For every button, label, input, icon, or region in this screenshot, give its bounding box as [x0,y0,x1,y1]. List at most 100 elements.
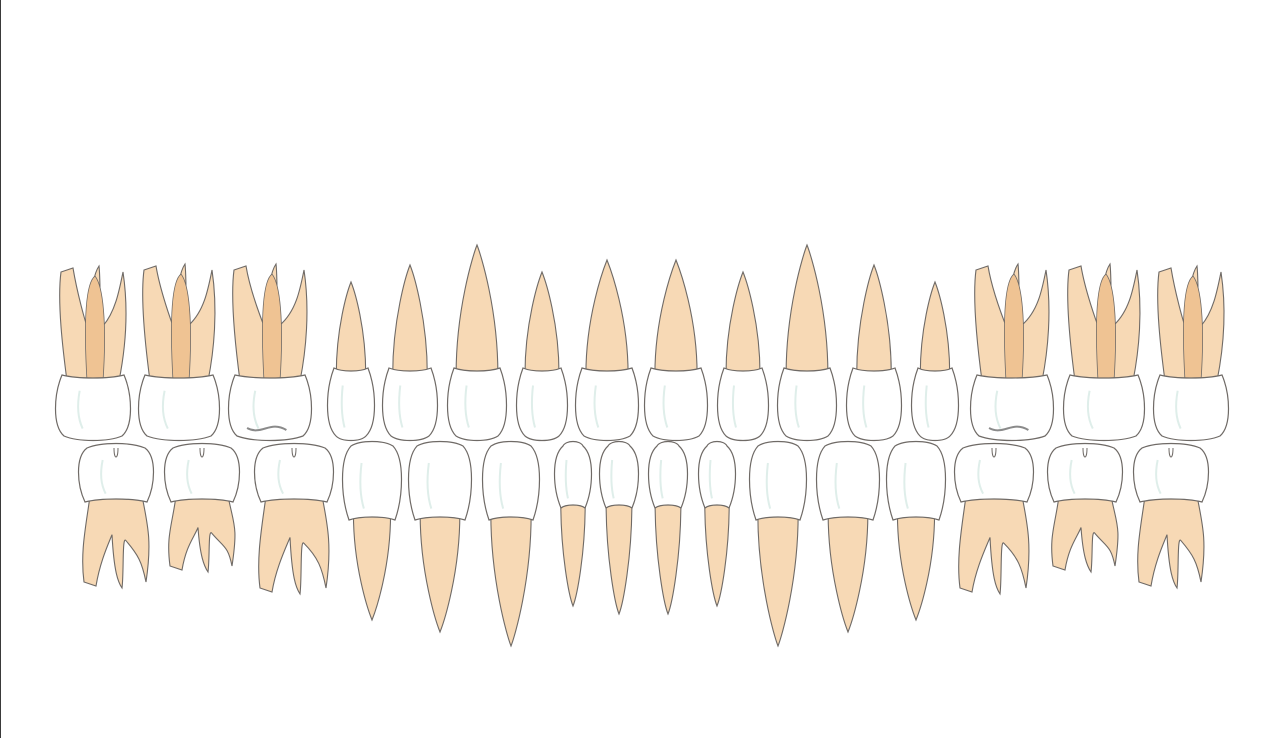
root-shading [1096,273,1116,382]
crown-highlight [277,459,284,495]
upper-tooth-10-lateral-incisor[interactable] [716,270,770,442]
tooth-root [419,513,461,634]
crown-highlight [659,459,664,499]
tooth-root [490,513,532,648]
upper-tooth-1-molar[interactable] [54,264,132,442]
upper-tooth-13-premolar[interactable] [910,280,960,442]
lower-tooth-10-lateral-incisor[interactable] [697,440,737,608]
tooth-root [1051,495,1119,574]
tooth-root [585,258,629,375]
root-shading [1183,275,1203,382]
crown-highlight [593,385,600,428]
upper-tooth-11-canine[interactable] [776,243,838,442]
lower-tooth-6-canine[interactable] [481,440,541,648]
crown-highlight [398,385,404,428]
tooth-crown [910,367,960,442]
upper-tooth-16-molar[interactable] [1152,264,1230,442]
cusp-notch [1082,447,1088,458]
upper-tooth-12-premolar[interactable] [845,263,903,442]
crown-highlight [662,385,669,428]
tooth-crown [515,367,569,442]
tooth-root [785,243,829,375]
tooth-root [258,495,330,596]
tooth-root [856,263,892,375]
lower-tooth-14-molar[interactable] [953,442,1035,596]
crown-highlight [862,385,868,428]
cusp-notch [1168,447,1174,458]
tooth-crown [1152,374,1230,442]
crown-highlight [1155,459,1162,495]
crown-highlight [708,459,713,499]
tooth-crown [253,442,335,503]
tooth-crown [227,374,313,442]
lower-tooth-2-molar[interactable] [163,442,241,574]
crown-highlight [610,459,615,499]
tooth-crown [697,440,737,509]
tooth-crown [341,440,403,521]
crown-highlight [77,390,84,429]
lower-tooth-11-canine[interactable] [748,440,808,648]
tooth-root [560,501,586,608]
upper-tooth-8-central-incisor[interactable] [574,258,640,442]
tooth-crown [845,367,903,442]
crown-highlight [977,459,984,495]
crown-highlight [498,462,505,509]
crown-highlight [765,462,772,509]
crown-highlight [464,385,470,428]
crown-highlight [186,459,193,495]
tooth-root [82,495,150,590]
cusp-notch [291,447,297,458]
tooth-root [704,501,730,608]
lower-tooth-12-premolar[interactable] [815,440,881,634]
upper-arch [54,243,1230,442]
crown-highlight [1069,459,1076,495]
crown-highlight [359,462,365,509]
root-shading [171,273,191,382]
lower-tooth-13-premolar[interactable] [885,440,947,622]
crown-highlight [530,385,536,428]
cusp-notch [991,447,997,458]
tooth-crown [643,367,709,442]
lower-tooth-5-premolar[interactable] [407,440,473,634]
root-shading [85,275,105,382]
upper-tooth-14-molar[interactable] [969,262,1055,442]
lower-tooth-4-premolar[interactable] [341,440,403,622]
lower-tooth-15-molar[interactable] [1046,442,1124,574]
upper-tooth-15-molar[interactable] [1062,262,1146,442]
upper-tooth-2-molar[interactable] [137,262,221,442]
tooth-root [524,270,560,375]
lower-arch [77,440,1210,648]
lower-tooth-1-molar[interactable] [77,442,155,590]
lower-tooth-7-lateral-incisor[interactable] [553,440,593,608]
crown-highlight [564,459,569,499]
tooth-crown [815,440,881,521]
tooth-crown [776,367,838,442]
crown-highlight [834,462,841,509]
tooth-root [827,513,869,634]
tooth-crown [969,374,1055,442]
upper-tooth-3-molar[interactable] [227,262,313,442]
crown-highlight [1086,390,1094,430]
upper-tooth-6-canine[interactable] [446,243,508,442]
upper-tooth-7-lateral-incisor[interactable] [515,270,569,442]
tooth-root [335,280,367,375]
crown-highlight [340,385,346,428]
tooth-crown [326,367,376,442]
lower-tooth-9-central-incisor[interactable] [647,440,689,616]
crown-highlight [731,385,737,428]
upper-tooth-5-premolar[interactable] [381,263,439,442]
tooth-root [605,501,633,616]
upper-tooth-9-central-incisor[interactable] [643,258,709,442]
upper-tooth-4-premolar[interactable] [326,280,376,442]
tooth-crown [716,367,770,442]
lower-tooth-8-central-incisor[interactable] [598,440,640,616]
occlusal-groove [988,425,1029,432]
root-shading [1004,273,1024,382]
tooth-crown [1046,442,1124,503]
tooth-crown [407,440,473,521]
tooth-crown [953,442,1035,503]
lower-tooth-16-molar[interactable] [1132,442,1210,590]
lower-tooth-3-molar[interactable] [253,442,335,596]
